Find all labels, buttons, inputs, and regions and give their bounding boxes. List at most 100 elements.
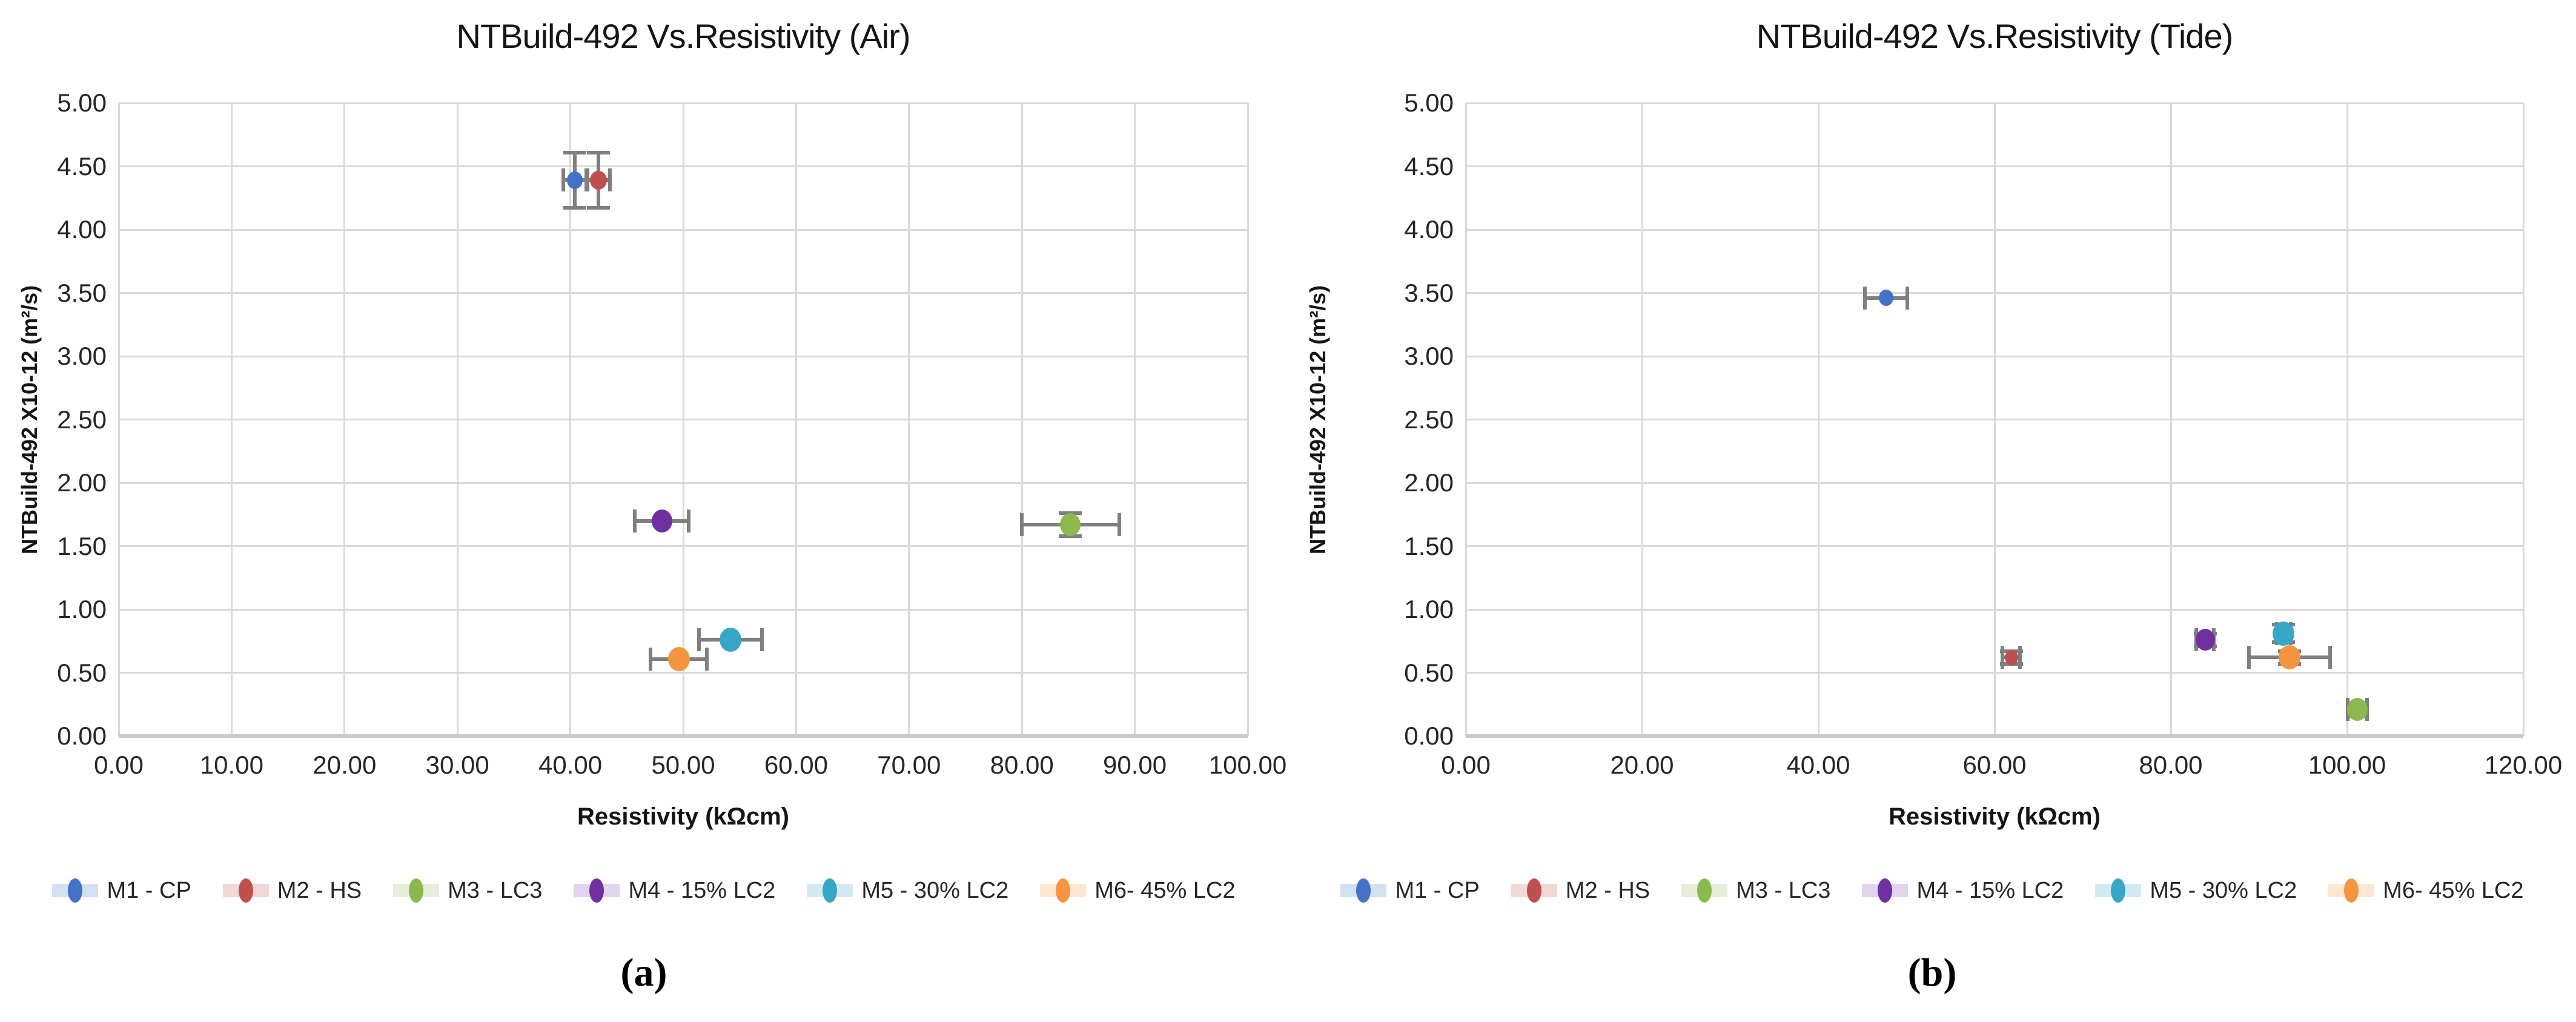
gridline-y xyxy=(119,608,1248,611)
legend-dot xyxy=(238,878,253,903)
data-point-m4-15-lc2 xyxy=(2195,629,2215,651)
x-tick-label: 0.00 xyxy=(1441,751,1491,779)
gridline-y xyxy=(119,355,1248,357)
legend-item-m1-cp: M1 - CP xyxy=(1340,877,1480,904)
x-axis-line xyxy=(119,734,1248,738)
x-axis-title: Resistivity (kΩcm) xyxy=(577,803,789,830)
error-bar-cap xyxy=(563,150,587,154)
x-tick-label: 10.00 xyxy=(199,751,263,779)
gridline-y xyxy=(1466,292,2523,294)
gridline-y xyxy=(1466,672,2523,674)
y-tick-label: 4.50 xyxy=(1404,151,1454,181)
gridline-y xyxy=(1466,228,2523,231)
legend-dot xyxy=(2344,878,2359,903)
x-tick-label: 40.00 xyxy=(538,751,603,779)
legend-dot xyxy=(1878,878,1893,903)
legend-item-m2-hs: M2 - HS xyxy=(1511,877,1650,904)
x-tick-label: 30.00 xyxy=(425,751,489,779)
legend-item-label: M6- 45% LC2 xyxy=(2383,877,2524,903)
gridline-y xyxy=(1466,102,2523,104)
error-bar-cap xyxy=(648,647,652,671)
x-tick-label: 70.00 xyxy=(877,751,941,779)
y-tick-label: 1.50 xyxy=(1404,531,1454,560)
legend-item-m4-15-lc2: M4 - 15% LC2 xyxy=(1862,877,2064,904)
gridline-y xyxy=(119,545,1248,547)
y-tick-label: 1.50 xyxy=(57,531,107,560)
y-tick-label: 3.00 xyxy=(57,342,107,370)
legend-marker-icon xyxy=(222,877,269,904)
legend-item-m5-30-lc2: M5 - 30% LC2 xyxy=(2095,877,2297,904)
legend-item-label: M2 - HS xyxy=(1565,877,1651,903)
y-tick-label: 5.00 xyxy=(1404,88,1454,117)
error-bar-cap xyxy=(705,647,709,671)
error-bar-cap xyxy=(697,628,701,652)
error-bar-cap xyxy=(2018,646,2022,669)
legend-marker-icon xyxy=(1040,877,1087,904)
x-tick-label: 90.00 xyxy=(1103,751,1167,779)
error-bar-cap xyxy=(561,168,566,192)
legend: M1 - CP M2 - HS M3 - LC3 M4 - 15% LC2 M5 - 3… xyxy=(0,877,1288,904)
legend: M1 - CP M2 - HS M3 - LC3 M4 - 15% LC2 M5 - 3… xyxy=(1288,877,2576,904)
error-bar-cap xyxy=(608,168,612,192)
gridline-x xyxy=(2522,103,2525,736)
gridline-x xyxy=(1247,103,1249,736)
data-point-m1-cp xyxy=(1879,290,1894,307)
figure-caption: (a) xyxy=(620,951,667,995)
x-tick-label: 0.00 xyxy=(94,751,144,779)
legend-item-label: M3 - LC3 xyxy=(448,877,543,903)
y-tick-label: 2.00 xyxy=(57,468,107,497)
error-bar-cap xyxy=(1863,286,1867,310)
gridline-y xyxy=(119,672,1248,674)
chart-panel-tide: NTBuild-492 Vs.Resistivity (Tide) NTBuil… xyxy=(1288,0,2576,1022)
legend-item-m6-45-lc2: M6- 45% LC2 xyxy=(1040,877,1236,904)
x-tick-label: 40.00 xyxy=(1786,751,1850,779)
y-tick-label: 0.50 xyxy=(57,658,107,687)
error-bar-cap xyxy=(1020,513,1024,536)
y-tick-label: 1.00 xyxy=(57,595,107,623)
data-point-m1-cp xyxy=(567,171,583,189)
gridline-y xyxy=(119,102,1248,104)
legend-dot xyxy=(1526,878,1541,903)
data-point-m6-45-lc2 xyxy=(667,646,690,671)
error-bar-cap xyxy=(585,168,589,192)
legend-item-m3-lc3: M3 - LC3 xyxy=(393,877,542,904)
x-tick-label: 100.00 xyxy=(2308,751,2386,779)
chart-title: NTBuild-492 Vs.Resistivity (Tide) xyxy=(1756,17,2233,55)
gridline-y xyxy=(119,292,1248,294)
legend-item-m1-cp: M1 - CP xyxy=(52,877,191,904)
error-bar-cap xyxy=(760,628,764,652)
data-point-m3-lc3 xyxy=(2347,698,2368,722)
legend-marker-icon xyxy=(807,877,853,904)
error-bar-cap xyxy=(2247,646,2251,669)
x-axis-line xyxy=(1466,734,2523,738)
error-bar-cap xyxy=(1117,513,1121,536)
x-tick-label: 120.00 xyxy=(2484,751,2563,779)
y-tick-label: 3.50 xyxy=(57,278,107,307)
data-point-m2-hs xyxy=(2004,649,2018,665)
gridline-y xyxy=(119,482,1248,484)
plot-area: 0.00 20.00 40.00 60.00 80.00 100.00 120.00 0.00… xyxy=(1404,90,2562,778)
legend-dot xyxy=(823,878,838,903)
gridline-y xyxy=(119,165,1248,167)
legend-dot xyxy=(409,878,424,903)
data-point-m6-45-lc2 xyxy=(2279,645,2301,670)
gridline-y xyxy=(119,419,1248,420)
legend-item-label: M1 - CP xyxy=(1395,877,1480,903)
data-point-m4-15-lc2 xyxy=(651,509,672,533)
y-tick-label: 4.00 xyxy=(57,215,107,244)
legend-item-label: M1 - CP xyxy=(107,877,191,903)
y-tick-label: 1.00 xyxy=(1404,595,1454,623)
chart-panel-air: NTBuild-492 Vs.Resistivity (Air) NTBuild… xyxy=(0,17,1288,995)
y-tick-label: 4.00 xyxy=(1404,215,1454,244)
x-tick-label: 20.00 xyxy=(313,751,377,779)
y-tick-label: 0.00 xyxy=(57,722,107,750)
error-bar-cap xyxy=(2001,646,2005,669)
y-tick-label: 3.50 xyxy=(1404,278,1454,307)
legend-marker-icon xyxy=(52,877,99,904)
legend-dot xyxy=(2111,878,2126,903)
x-tick-label: 60.00 xyxy=(764,751,828,779)
y-tick-label: 3.00 xyxy=(1404,342,1454,370)
gridline-y xyxy=(1466,165,2523,167)
x-tick-label: 80.00 xyxy=(990,751,1054,779)
legend-item-m3-lc3: M3 - LC3 xyxy=(1681,877,1830,904)
